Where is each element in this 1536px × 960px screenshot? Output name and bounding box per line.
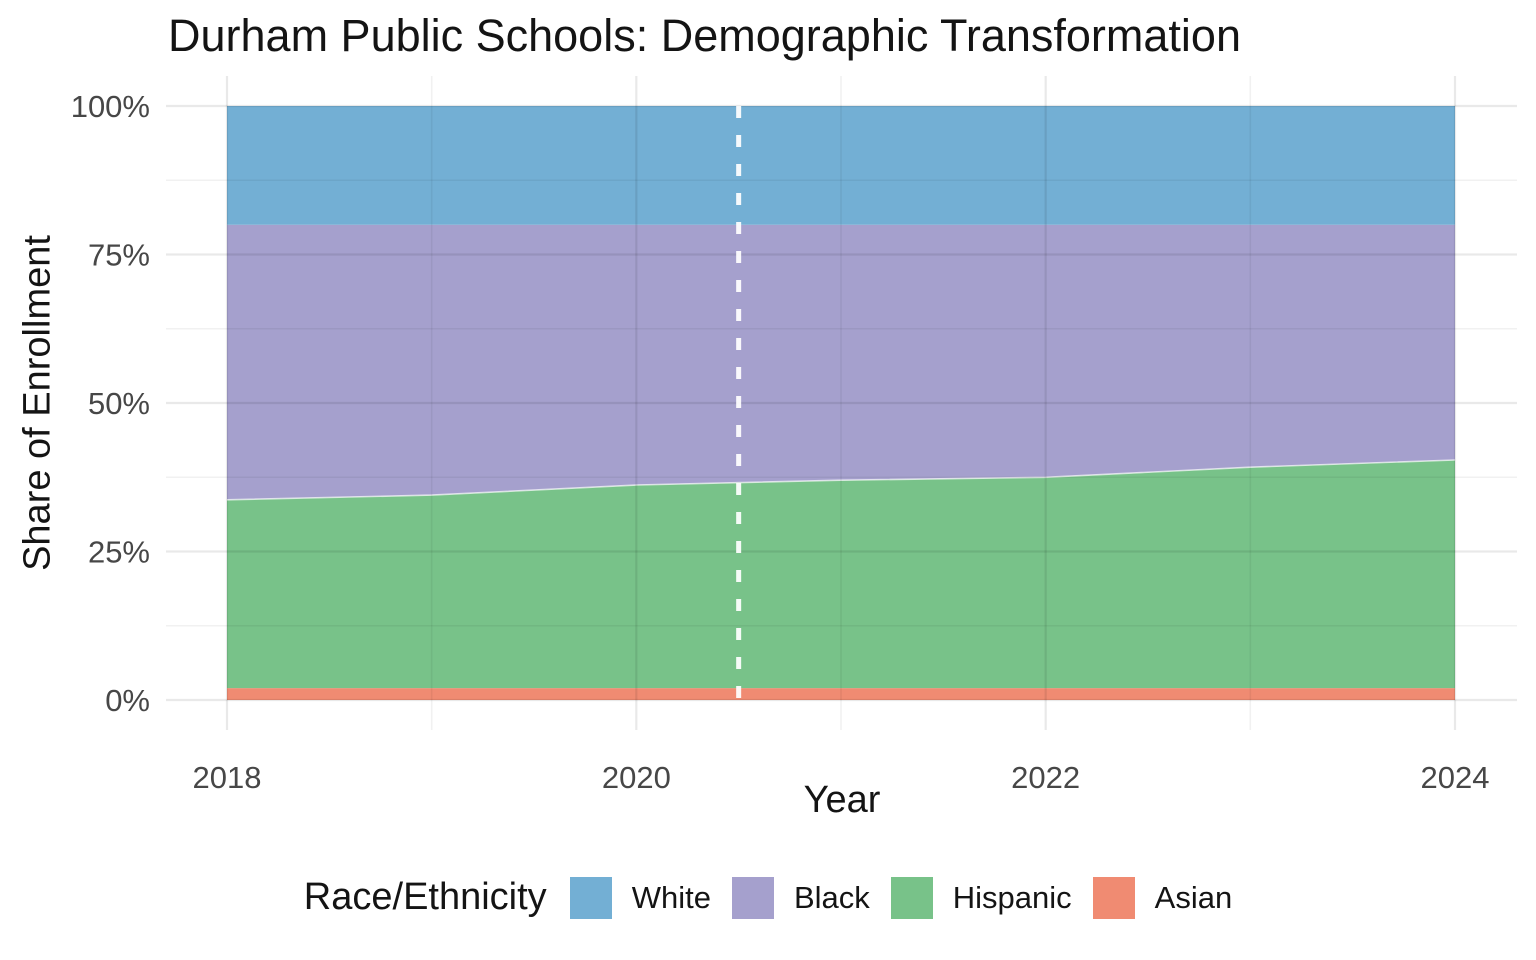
y-tick-label: 50% bbox=[88, 386, 150, 421]
area-asian bbox=[227, 688, 1455, 700]
hispanic-top-edge bbox=[226, 459, 1456, 501]
x-tick-label: 2024 bbox=[1421, 760, 1490, 795]
x-tick-label: 2018 bbox=[193, 760, 262, 795]
y-tick-label: 25% bbox=[88, 535, 150, 570]
y-tick-label: 75% bbox=[88, 238, 150, 273]
legend: Race/Ethnicity White Black Hispanic Asian bbox=[0, 876, 1536, 919]
legend-title: Race/Ethnicity bbox=[303, 876, 547, 918]
x-tick-label: 2020 bbox=[602, 760, 671, 795]
gridlines bbox=[166, 76, 1517, 730]
legend-swatch-hispanic bbox=[890, 876, 933, 919]
area-white bbox=[227, 106, 1455, 225]
legend-item-asian: Asian bbox=[1092, 876, 1233, 919]
legend-swatch-asian bbox=[1092, 876, 1135, 919]
y-tick-label: 100% bbox=[71, 89, 150, 124]
legend-label: Black bbox=[793, 879, 870, 915]
x-axis-title: Year bbox=[803, 779, 881, 821]
legend-item-hispanic: Hispanic bbox=[890, 876, 1072, 919]
legend-label: Hispanic bbox=[952, 879, 1072, 915]
area-hispanic bbox=[227, 460, 1455, 689]
legend-swatch-black bbox=[731, 876, 774, 919]
legend-label: Asian bbox=[1154, 879, 1233, 915]
tick-labels: 0% 25% 50% 75% 100% 2018 2020 2022 2024 bbox=[71, 89, 1490, 795]
legend-item-white: White bbox=[569, 876, 711, 919]
stacked-areas bbox=[226, 106, 1456, 700]
legend-swatch-white bbox=[569, 876, 612, 919]
area-black bbox=[227, 224, 1455, 500]
plot-area: 0% 25% 50% 75% 100% 2018 2020 2022 2024 bbox=[71, 76, 1517, 795]
legend-label: White bbox=[631, 879, 711, 915]
y-tick-label: 0% bbox=[105, 683, 150, 718]
chart-title: Durham Public Schools: Demographic Trans… bbox=[168, 10, 1241, 61]
legend-items: White Black Hispanic Asian bbox=[569, 876, 1233, 919]
x-tick-label: 2022 bbox=[1011, 760, 1080, 795]
legend-item-black: Black bbox=[731, 876, 870, 919]
